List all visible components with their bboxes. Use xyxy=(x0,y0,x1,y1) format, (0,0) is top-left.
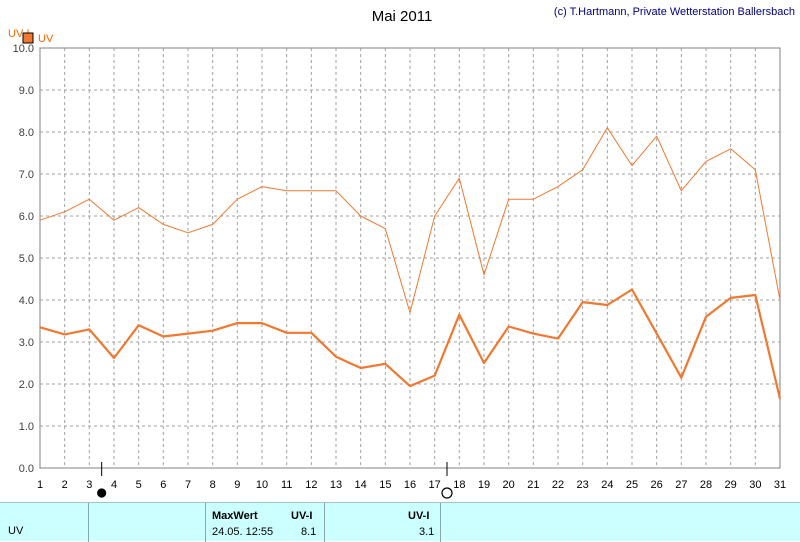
new-moon-icon xyxy=(97,488,107,498)
x-tick-label: 2 xyxy=(62,479,68,491)
footer-mean-cell: UV-I 3.1 xyxy=(325,503,441,542)
moon-phase-markers xyxy=(97,462,453,499)
y-tick-label: 5.0 xyxy=(19,253,34,265)
x-tick-label: 27 xyxy=(675,479,687,491)
x-tick-label: 15 xyxy=(379,479,391,491)
x-tick-label: 18 xyxy=(453,479,465,491)
y-tick-label: 10.0 xyxy=(13,43,34,55)
footer-empty-cell xyxy=(89,503,206,542)
y-tick-label: 3.0 xyxy=(19,337,34,349)
x-tick-label: 20 xyxy=(503,479,515,491)
x-tick-label: 13 xyxy=(330,479,342,491)
x-tick-label: 9 xyxy=(234,479,240,491)
series-line-daily-max xyxy=(39,127,781,314)
y-tick-label: 0.0 xyxy=(19,463,34,475)
grid xyxy=(40,48,780,468)
x-tick-label: 8 xyxy=(210,479,216,491)
legend-swatch xyxy=(22,32,34,44)
footer-max-datetime: 24.05. 12:55 xyxy=(212,526,274,538)
series-lines xyxy=(39,127,782,399)
series-line-daily-mean xyxy=(39,288,782,399)
x-tick-label: 24 xyxy=(601,479,613,491)
x-tick-label: 26 xyxy=(651,479,663,491)
credit-text: (c) T.Hartmann, Private Wetterstation Ba… xyxy=(554,6,795,18)
footer-mean-value: 3.1 xyxy=(419,526,435,538)
y-tick-label: 9.0 xyxy=(19,85,34,97)
y-tick-label: 1.0 xyxy=(19,421,34,433)
y-tick-label: 8.0 xyxy=(19,127,34,139)
x-tick-label: 28 xyxy=(700,479,712,491)
x-tick-label: 17 xyxy=(429,479,441,491)
chart-title: Mai 2011 xyxy=(372,8,433,25)
x-tick-label: 4 xyxy=(111,479,117,491)
summary-footer: UV MaxWert UV-I 24.05. 12:55 8.1 UV-I 3.… xyxy=(0,502,800,542)
x-tick-label: 11 xyxy=(281,479,292,491)
x-tick-label: 29 xyxy=(725,479,737,491)
x-tick-label: 14 xyxy=(355,479,367,491)
legend-label: UV xyxy=(38,33,54,45)
x-tick-label: 23 xyxy=(577,479,589,491)
x-tick-label: 1 xyxy=(37,479,43,491)
x-tick-label: 6 xyxy=(160,479,166,491)
x-tick-label: 25 xyxy=(626,479,638,491)
full-moon-icon xyxy=(441,487,453,499)
x-tick-label: 16 xyxy=(404,479,416,491)
footer-row-label-cell: UV xyxy=(0,503,89,542)
y-tick-label: 4.0 xyxy=(19,295,34,307)
footer-max-header: MaxWert xyxy=(212,510,258,522)
x-tick-label: 22 xyxy=(552,479,564,491)
y-axis-ticks: 0.0 1.0 2.0 3.0 4.0 5.0 6.0 7.0 8.0 9.0 10.0 xyxy=(13,43,34,475)
x-tick-label: 21 xyxy=(527,479,539,491)
footer-max-value: 8.1 xyxy=(301,526,317,538)
x-tick-label: 31 xyxy=(774,479,786,491)
x-tick-label: 5 xyxy=(136,479,142,491)
x-tick-label: 12 xyxy=(305,479,317,491)
x-tick-label: 30 xyxy=(749,479,761,491)
x-tick-label: 10 xyxy=(256,479,268,491)
y-tick-label: 7.0 xyxy=(19,169,34,181)
uv-chart: Mai 2011 (c) T.Hartmann, Private Wetters… xyxy=(8,6,795,499)
footer-mean-unit: UV-I xyxy=(408,510,430,522)
x-tick-label: 3 xyxy=(86,479,92,491)
footer-row-label: UV xyxy=(8,525,24,537)
x-axis-ticks: 1 2 3 4 5 6 7 8 9 10 11 12 13 14 15 16 17 18 19 20 21 22 23 24 2… xyxy=(37,479,786,491)
x-tick-label: 19 xyxy=(478,479,490,491)
footer-max-unit: UV-I xyxy=(291,510,313,522)
x-tick-label: 7 xyxy=(185,479,191,491)
footer-max-cell: MaxWert UV-I 24.05. 12:55 8.1 xyxy=(206,503,325,542)
y-tick-label: 6.0 xyxy=(19,211,34,223)
y-tick-label: 2.0 xyxy=(19,379,34,391)
